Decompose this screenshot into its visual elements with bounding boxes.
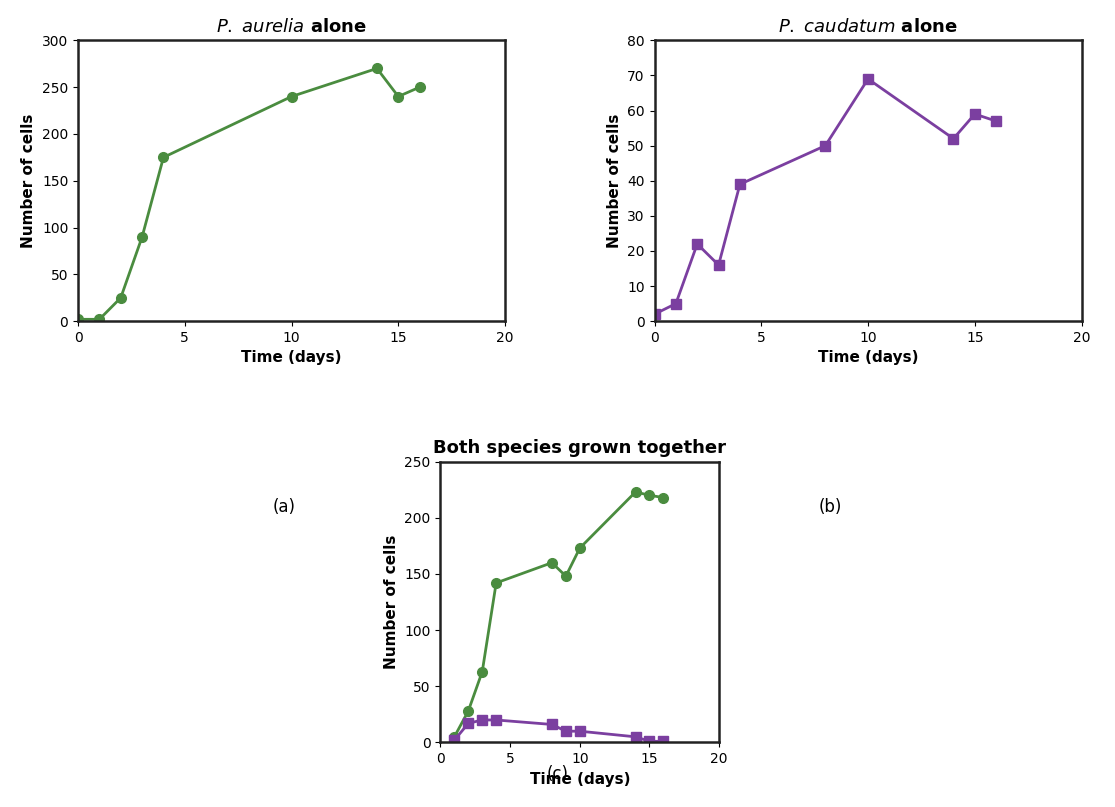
Text: (b): (b)	[820, 499, 842, 516]
X-axis label: Time (days): Time (days)	[530, 771, 630, 787]
Y-axis label: Number of cells: Number of cells	[607, 114, 622, 248]
Text: (c): (c)	[546, 765, 569, 783]
Title: $\mathit{P.\ aurelia}$ alone: $\mathit{P.\ aurelia}$ alone	[216, 18, 367, 36]
Text: (a): (a)	[273, 499, 295, 516]
X-axis label: Time (days): Time (days)	[241, 350, 342, 366]
Title: $\mathit{P.\ caudatum}$ alone: $\mathit{P.\ caudatum}$ alone	[778, 18, 958, 36]
Y-axis label: Number of cells: Number of cells	[384, 535, 399, 669]
X-axis label: Time (days): Time (days)	[817, 350, 919, 366]
Y-axis label: Number of cells: Number of cells	[21, 114, 37, 248]
Title: Both species grown together: Both species grown together	[434, 439, 726, 458]
